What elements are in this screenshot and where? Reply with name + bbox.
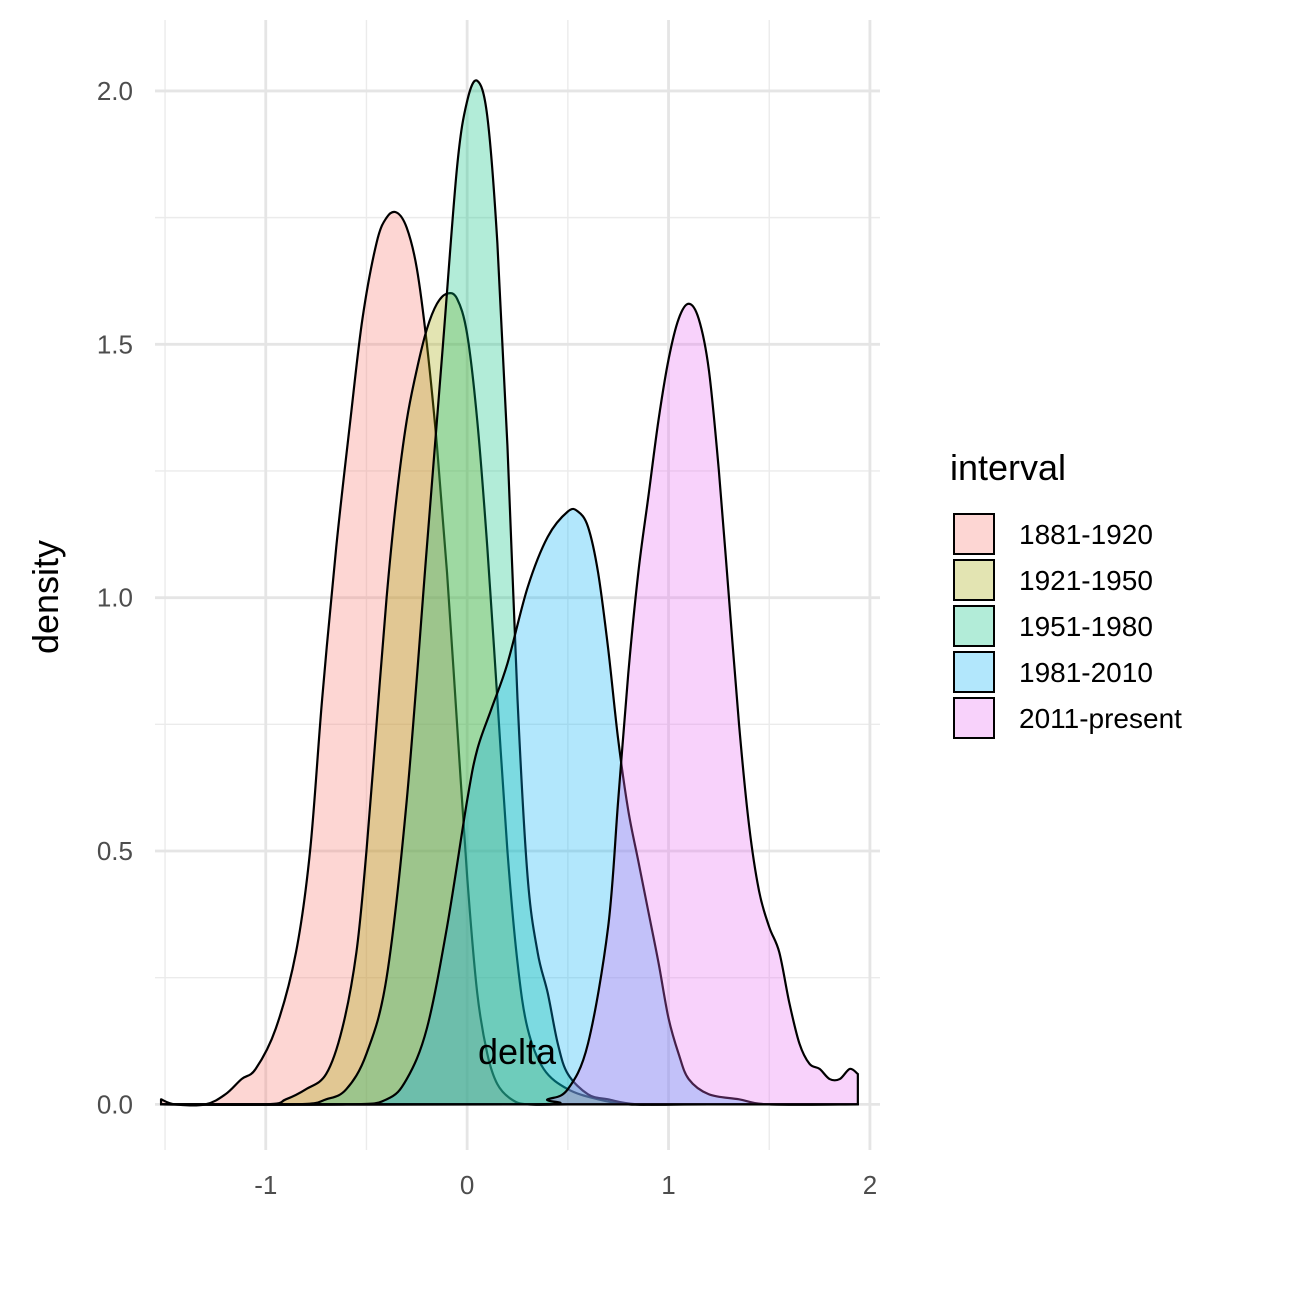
legend-title: interval (950, 447, 1066, 488)
legend-key-bg (953, 605, 995, 647)
y-tick-label: 2.0 (97, 76, 133, 106)
minor-gridlines (155, 20, 880, 1150)
y-tick-label: 0.5 (97, 836, 133, 866)
legend-label: 1951-1980 (1019, 611, 1153, 642)
x-tick-label: 1 (661, 1170, 675, 1200)
legend-label: 1921-1950 (1019, 565, 1153, 596)
density-areas (159, 79, 859, 1107)
density-area-3 (159, 79, 859, 1106)
legend-key-swatch (953, 697, 995, 739)
legend-label: 1881-1920 (1019, 519, 1153, 550)
legend-key-bg (953, 697, 995, 739)
legend-key-bg (953, 559, 995, 601)
legend-key-swatch (953, 605, 995, 647)
x-axis-ticks: -1 0 1 2 (254, 1170, 877, 1200)
y-axis-ticks: 0.0 0.5 1.0 1.5 2.0 (97, 76, 133, 1119)
legend: interval 1881-1920 1921-1950 1951-1980 1981… (950, 447, 1182, 739)
legend-label: 2011-present (1019, 703, 1182, 734)
legend-key-bg (953, 651, 995, 693)
legend-key-bg (953, 513, 995, 555)
legend-key-swatch (953, 513, 995, 555)
y-tick-label: 1.5 (97, 329, 133, 359)
y-axis-title: density (25, 540, 66, 654)
density-area-4 (159, 507, 859, 1106)
density-area-2 (159, 291, 859, 1106)
x-axis-title: delta (478, 1031, 557, 1072)
x-tick-label: 2 (863, 1170, 877, 1200)
x-tick-label: -1 (254, 1170, 277, 1200)
legend-label: 1981-2010 (1019, 657, 1153, 688)
x-tick-label: 0 (460, 1170, 474, 1200)
legend-key-swatch (953, 559, 995, 601)
density-area-5 (159, 302, 859, 1106)
major-gridlines (155, 20, 880, 1150)
legend-key-swatch (953, 651, 995, 693)
y-tick-label: 1.0 (97, 583, 133, 613)
y-tick-label: 0.0 (97, 1089, 133, 1119)
